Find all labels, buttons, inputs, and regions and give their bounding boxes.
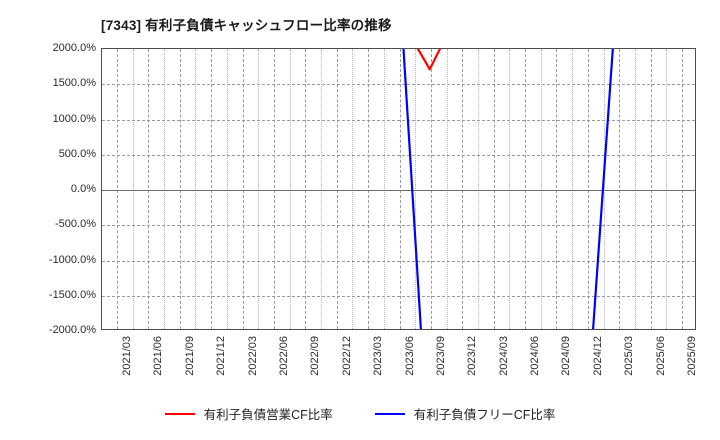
grid-line-horizontal	[102, 154, 695, 156]
x-axis-tick-label: 2022/03	[246, 336, 259, 376]
legend-label: 有利子負債フリーCF比率	[413, 408, 556, 422]
grid-line-vertical	[430, 49, 432, 329]
x-axis-tick-label: 2024/03	[497, 336, 510, 376]
x-axis-tick-label: 2024/09	[560, 336, 573, 376]
legend-item[interactable]: 有利子負債フリーCF比率	[374, 404, 556, 423]
grid-line-vertical-minor	[477, 49, 479, 329]
grid-line-vertical	[399, 49, 401, 329]
grid-line-vertical	[179, 49, 181, 329]
grid-line-vertical-minor	[195, 49, 197, 329]
x-axis-tick-label: 2024/06	[529, 336, 542, 376]
x-axis-tick-label: 2021/03	[121, 336, 133, 376]
grid-line-vertical-minor	[352, 49, 354, 329]
grid-line-vertical-minor	[383, 49, 385, 329]
grid-line-vertical	[368, 49, 370, 329]
chart-title: [7343] 有利子負債キャッシュフロー比率の推移	[101, 18, 392, 33]
x-axis-tick-label: 2021/06	[152, 336, 165, 376]
x-axis-tick-label: 2022/06	[277, 336, 290, 376]
y-axis-tick-label: 1000.0%	[52, 112, 96, 125]
grid-line-vertical-minor	[415, 49, 417, 329]
x-axis-tick-label: 2022/09	[309, 336, 322, 376]
grid-line-vertical	[619, 49, 621, 329]
grid-line-vertical-minor	[321, 49, 323, 329]
x-axis-labels: 2021/03 2021/06 2021/09 2021/12 2022/03 2022/…	[101, 330, 698, 390]
x-axis-tick-label: 2024/12	[591, 336, 604, 376]
x-axis-tick-label: 2021/12	[215, 336, 228, 376]
grid-line-vertical-minor	[226, 49, 228, 329]
series-line	[402, 49, 422, 329]
grid-line-vertical-minor	[132, 49, 134, 329]
grid-line-vertical	[305, 49, 307, 329]
grid-line-vertical	[462, 49, 464, 329]
x-axis-tick-label: 2023/12	[466, 336, 479, 376]
grid-line-vertical	[242, 49, 244, 329]
grid-line-vertical-minor	[446, 49, 448, 329]
grid-line-horizontal	[102, 260, 695, 262]
y-axis-tick-label: -1000.0%	[48, 253, 96, 266]
grid-line-horizontal	[102, 225, 695, 227]
grid-line-vertical-minor	[258, 49, 260, 329]
y-axis-tick-label: 1500.0%	[52, 77, 96, 90]
x-axis-tick-label: 2025/03	[623, 336, 636, 376]
grid-line-vertical	[650, 49, 652, 329]
legend-label: 有利子負債営業CF比率	[203, 408, 333, 422]
zero-line	[102, 190, 695, 191]
series-line	[416, 49, 442, 71]
grid-line-vertical	[211, 49, 213, 329]
grid-line-horizontal	[102, 119, 695, 121]
grid-line-vertical	[117, 49, 118, 329]
grid-line-vertical-minor	[509, 49, 511, 329]
grid-line-vertical	[273, 49, 275, 329]
grid-line-vertical-minor	[572, 49, 574, 329]
y-axis-tick-label: 0.0%	[70, 183, 96, 195]
grid-line-vertical	[525, 49, 527, 329]
y-axis-labels: 2000.0% 1500.0% 1000.0% 500.0% 0.0% -500.0% -1…	[0, 42, 96, 336]
x-axis-tick-label: 2023/09	[434, 336, 447, 376]
legend-swatch-free-cf	[374, 412, 405, 415]
grid-line-vertical-minor	[289, 49, 291, 329]
x-axis-tick-label: 2022/12	[340, 336, 353, 376]
grid-line-vertical	[148, 49, 150, 329]
grid-line-vertical-minor	[540, 49, 542, 329]
grid-line-horizontal	[102, 84, 695, 86]
y-axis-tick-label: -500.0%	[55, 218, 96, 231]
x-axis-tick-label: 2025/06	[654, 336, 667, 376]
grid-line-vertical	[682, 49, 683, 329]
legend-swatch-operating-cf	[164, 412, 195, 415]
grid-line-vertical	[587, 49, 589, 329]
y-axis-tick-label: 2000.0%	[52, 42, 96, 54]
grid-line-vertical-minor	[666, 49, 668, 329]
plot-area	[101, 48, 696, 330]
y-axis-tick-label: -1500.0%	[48, 288, 96, 301]
chart-legend: 有利子負債営業CF比率 有利子負債フリーCF比率	[0, 404, 720, 423]
grid-line-horizontal	[102, 295, 695, 297]
series-layer	[402, 49, 614, 329]
legend-item[interactable]: 有利子負債営業CF比率	[164, 404, 333, 423]
y-axis-tick-label: -2000.0%	[48, 324, 96, 336]
grid-line-vertical	[336, 49, 338, 329]
grid-line-vertical-minor	[164, 49, 166, 329]
y-axis-tick-label: 500.0%	[58, 147, 96, 160]
x-axis-tick-label: 2023/03	[372, 336, 385, 376]
grid-line-vertical	[493, 49, 495, 329]
x-axis-tick-label: 2025/09	[686, 336, 698, 376]
x-axis-tick-label: 2023/06	[403, 336, 416, 376]
grid-line-vertical	[556, 49, 558, 329]
x-axis-tick-label: 2021/09	[183, 336, 196, 376]
grid-line-vertical-minor	[634, 49, 636, 329]
series-line	[591, 49, 614, 329]
